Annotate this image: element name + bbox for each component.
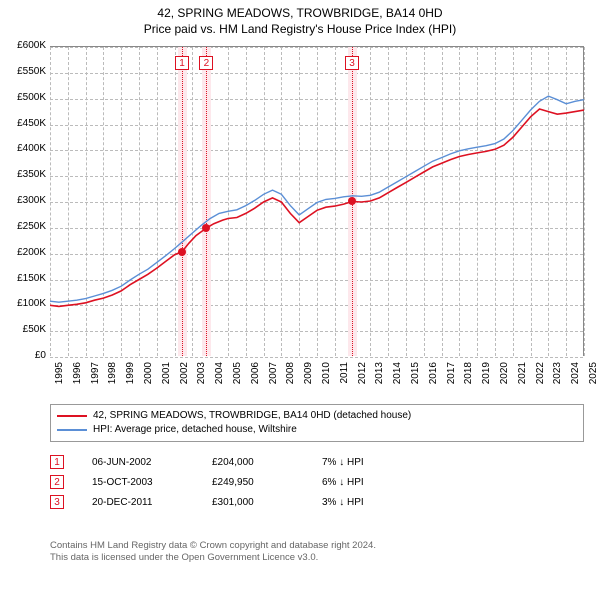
footer: Contains HM Land Registry data © Crown c…: [50, 540, 376, 565]
x-axis-label: 2020: [499, 362, 510, 390]
sales-marker-number: 3: [50, 495, 64, 509]
title-line-2: Price paid vs. HM Land Registry's House …: [0, 22, 600, 38]
series-hpi: [50, 96, 584, 302]
sales-diff: 3% ↓ HPI: [322, 497, 422, 508]
x-axis-label: 2003: [196, 362, 207, 390]
x-axis-label: 1995: [54, 362, 65, 390]
sales-price: £249,950: [212, 477, 322, 488]
y-axis-label: £50K: [6, 324, 46, 335]
x-axis-label: 2011: [339, 362, 350, 390]
legend-label: HPI: Average price, detached house, Wilt…: [93, 423, 297, 437]
marker-number: 1: [175, 56, 189, 70]
title-line-1: 42, SPRING MEADOWS, TROWBRIDGE, BA14 0HD: [0, 6, 600, 22]
chart-container: 42, SPRING MEADOWS, TROWBRIDGE, BA14 0HD…: [0, 0, 600, 590]
y-axis-label: £450K: [6, 118, 46, 129]
y-axis-label: £150K: [6, 273, 46, 284]
sales-marker-number: 1: [50, 455, 64, 469]
y-axis-label: £300K: [6, 195, 46, 206]
x-axis-label: 2023: [552, 362, 563, 390]
sales-diff: 7% ↓ HPI: [322, 457, 422, 468]
x-axis-label: 2019: [481, 362, 492, 390]
x-axis-label: 2001: [161, 362, 172, 390]
x-axis-label: 1998: [107, 362, 118, 390]
x-axis-label: 2006: [250, 362, 261, 390]
x-axis-label: 1996: [72, 362, 83, 390]
x-axis-label: 2005: [232, 362, 243, 390]
x-axis-label: 2008: [285, 362, 296, 390]
x-axis-label: 2016: [428, 362, 439, 390]
sales-row: 3 20-DEC-2011£301,0003% ↓ HPI: [50, 492, 422, 512]
sales-row: 1 06-JUN-2002£204,0007% ↓ HPI: [50, 452, 422, 472]
sales-price: £204,000: [212, 457, 322, 468]
y-axis-label: £400K: [6, 143, 46, 154]
v-gridline: [584, 47, 585, 356]
sales-row: 2 15-OCT-2003£249,9506% ↓ HPI: [50, 472, 422, 492]
marker-number: 3: [345, 56, 359, 70]
y-axis-label: £100K: [6, 298, 46, 309]
legend-box: 42, SPRING MEADOWS, TROWBRIDGE, BA14 0HD…: [50, 404, 584, 442]
legend-swatch: [57, 429, 87, 431]
footer-line-1: Contains HM Land Registry data © Crown c…: [50, 540, 376, 552]
x-axis-label: 2025: [588, 362, 599, 390]
x-axis-label: 2013: [374, 362, 385, 390]
sales-diff: 6% ↓ HPI: [322, 477, 422, 488]
x-axis-label: 2014: [392, 362, 403, 390]
y-axis-label: £550K: [6, 66, 46, 77]
x-axis-label: 2021: [517, 362, 528, 390]
x-axis-label: 2004: [214, 362, 225, 390]
legend-swatch: [57, 415, 87, 417]
x-axis-label: 1999: [125, 362, 136, 390]
x-axis-label: 2015: [410, 362, 421, 390]
x-axis-label: 2024: [570, 362, 581, 390]
x-axis-label: 2002: [179, 362, 190, 390]
series-svg: [50, 47, 584, 357]
y-axis-label: £0: [6, 350, 46, 361]
sales-price: £301,000: [212, 497, 322, 508]
sales-table: 1 06-JUN-2002£204,0007% ↓ HPI 2 15-OCT-2003…: [50, 452, 422, 512]
x-axis-label: 2022: [535, 362, 546, 390]
y-axis-label: £200K: [6, 247, 46, 258]
y-axis-label: £600K: [6, 40, 46, 51]
y-axis-label: £500K: [6, 92, 46, 103]
legend-row: HPI: Average price, detached house, Wilt…: [57, 423, 577, 437]
sales-date: 15-OCT-2003: [92, 477, 212, 488]
sales-date: 20-DEC-2011: [92, 497, 212, 508]
x-axis-label: 2007: [268, 362, 279, 390]
title-block: 42, SPRING MEADOWS, TROWBRIDGE, BA14 0HD…: [0, 0, 600, 39]
sales-marker-number: 2: [50, 475, 64, 489]
x-axis-label: 2018: [463, 362, 474, 390]
x-axis-label: 1997: [90, 362, 101, 390]
h-gridline: [50, 357, 583, 358]
x-axis-label: 2000: [143, 362, 154, 390]
x-axis-label: 2012: [357, 362, 368, 390]
y-axis-label: £350K: [6, 169, 46, 180]
x-axis-label: 2010: [321, 362, 332, 390]
sales-date: 06-JUN-2002: [92, 457, 212, 468]
y-axis-label: £250K: [6, 221, 46, 232]
x-axis-label: 2017: [446, 362, 457, 390]
legend-label: 42, SPRING MEADOWS, TROWBRIDGE, BA14 0HD…: [93, 409, 411, 423]
marker-number: 2: [199, 56, 213, 70]
plot-area: [50, 46, 584, 356]
footer-line-2: This data is licensed under the Open Gov…: [50, 552, 376, 564]
legend-row: 42, SPRING MEADOWS, TROWBRIDGE, BA14 0HD…: [57, 409, 577, 423]
x-axis-label: 2009: [303, 362, 314, 390]
